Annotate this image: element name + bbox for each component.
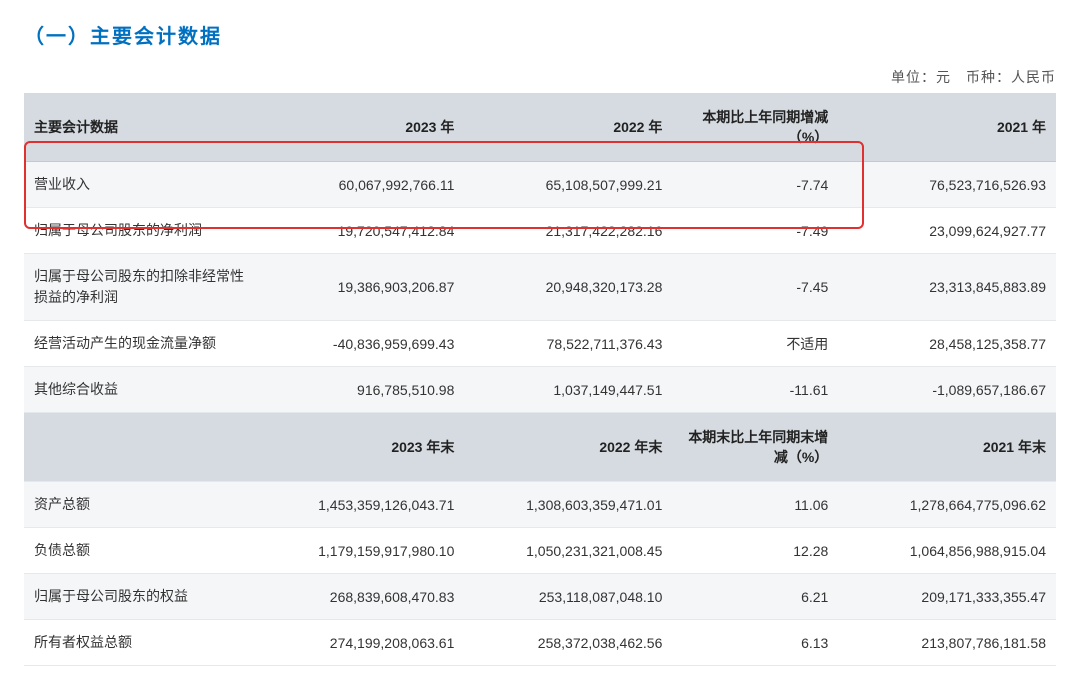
cell-change: -7.45 [672, 254, 838, 321]
table-row: 营业收入60,067,992,766.1165,108,507,999.21-7… [24, 162, 1056, 208]
header-2023: 2023 年 [256, 93, 464, 162]
cell-2023: 268,839,608,470.83 [256, 574, 464, 620]
cell-2023: 60,067,992,766.11 [256, 162, 464, 208]
cell-change: 6.21 [672, 574, 838, 620]
table-wrap: 主要会计数据 2023 年 2022 年 本期比上年同期增减（%） 2021 年… [24, 93, 1056, 666]
row-label: 归属于母公司股东的净利润 [24, 208, 256, 254]
cell-2023: 19,386,903,206.87 [256, 254, 464, 321]
cell-change: 6.13 [672, 620, 838, 666]
subheader-2023: 2023 年末 [256, 413, 464, 482]
table-row: 所有者权益总额274,199,208,063.61258,372,038,462… [24, 620, 1056, 666]
header-2021: 2021 年 [838, 93, 1056, 162]
cell-2022: 253,118,087,048.10 [464, 574, 672, 620]
cell-2021: -1,089,657,186.67 [838, 367, 1056, 413]
header-label: 主要会计数据 [24, 93, 256, 162]
cell-2021: 1,278,664,775,096.62 [838, 482, 1056, 528]
unit-line: 单位：元 币种：人民币 [24, 67, 1056, 87]
row-label: 其他综合收益 [24, 367, 256, 413]
table-row: 资产总额1,453,359,126,043.711,308,603,359,47… [24, 482, 1056, 528]
cell-change: -11.61 [672, 367, 838, 413]
row-label: 归属于母公司股东的权益 [24, 574, 256, 620]
cell-2021: 1,064,856,988,915.04 [838, 528, 1056, 574]
header-change: 本期比上年同期增减（%） [672, 93, 838, 162]
cell-2021: 28,458,125,358.77 [838, 321, 1056, 367]
financial-table: 主要会计数据 2023 年 2022 年 本期比上年同期增减（%） 2021 年… [24, 93, 1056, 666]
table-row: 归属于母公司股东的扣除非经常性损益的净利润19,386,903,206.8720… [24, 254, 1056, 321]
cell-change: 11.06 [672, 482, 838, 528]
header-row-2: 2023 年末 2022 年末 本期末比上年同期末增减（%） 2021 年末 [24, 413, 1056, 482]
subheader-2021: 2021 年末 [838, 413, 1056, 482]
row-label: 所有者权益总额 [24, 620, 256, 666]
cell-2023: 916,785,510.98 [256, 367, 464, 413]
cell-2023: 1,179,159,917,980.10 [256, 528, 464, 574]
cell-2021: 213,807,786,181.58 [838, 620, 1056, 666]
subheader-change: 本期末比上年同期末增减（%） [672, 413, 838, 482]
table-row: 其他综合收益916,785,510.981,037,149,447.51-11.… [24, 367, 1056, 413]
cell-2022: 1,050,231,321,008.45 [464, 528, 672, 574]
cell-change: 不适用 [672, 321, 838, 367]
cell-change: -7.74 [672, 162, 838, 208]
section-title: （一）主要会计数据 [24, 20, 1056, 49]
cell-change: -7.49 [672, 208, 838, 254]
row-label: 归属于母公司股东的扣除非经常性损益的净利润 [24, 254, 256, 321]
cell-2021: 76,523,716,526.93 [838, 162, 1056, 208]
header-2022: 2022 年 [464, 93, 672, 162]
table-row: 经营活动产生的现金流量净额-40,836,959,699.4378,522,71… [24, 321, 1056, 367]
cell-2023: -40,836,959,699.43 [256, 321, 464, 367]
cell-2022: 1,037,149,447.51 [464, 367, 672, 413]
table-row: 归属于母公司股东的净利润19,720,547,412.8421,317,422,… [24, 208, 1056, 254]
cell-2022: 1,308,603,359,471.01 [464, 482, 672, 528]
cell-2023: 19,720,547,412.84 [256, 208, 464, 254]
header-row-1: 主要会计数据 2023 年 2022 年 本期比上年同期增减（%） 2021 年 [24, 93, 1056, 162]
row-label: 负债总额 [24, 528, 256, 574]
cell-2021: 23,099,624,927.77 [838, 208, 1056, 254]
cell-2023: 1,453,359,126,043.71 [256, 482, 464, 528]
table-row: 负债总额1,179,159,917,980.101,050,231,321,00… [24, 528, 1056, 574]
cell-2022: 78,522,711,376.43 [464, 321, 672, 367]
row-label: 经营活动产生的现金流量净额 [24, 321, 256, 367]
cell-2023: 274,199,208,063.61 [256, 620, 464, 666]
cell-2021: 209,171,333,355.47 [838, 574, 1056, 620]
cell-2022: 21,317,422,282.16 [464, 208, 672, 254]
cell-2021: 23,313,845,883.89 [838, 254, 1056, 321]
table-row: 归属于母公司股东的权益268,839,608,470.83253,118,087… [24, 574, 1056, 620]
cell-change: 12.28 [672, 528, 838, 574]
cell-2022: 20,948,320,173.28 [464, 254, 672, 321]
row-label: 资产总额 [24, 482, 256, 528]
subheader-blank [24, 413, 256, 482]
row-label: 营业收入 [24, 162, 256, 208]
subheader-2022: 2022 年末 [464, 413, 672, 482]
cell-2022: 258,372,038,462.56 [464, 620, 672, 666]
cell-2022: 65,108,507,999.21 [464, 162, 672, 208]
